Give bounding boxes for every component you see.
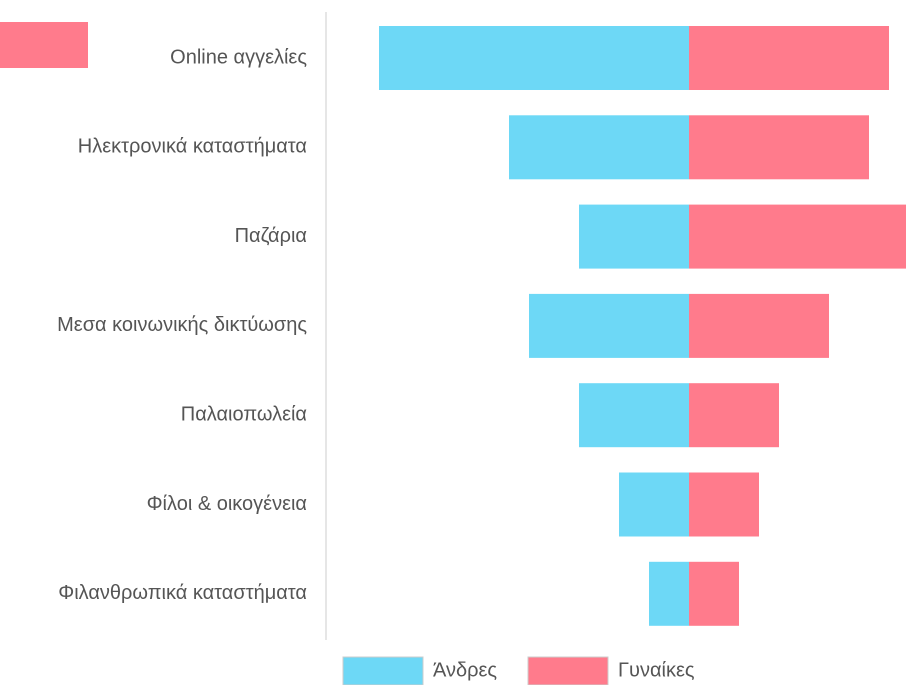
- bar: [689, 204, 906, 269]
- bar: [689, 26, 889, 90]
- category-label: Φιλανθρωπικά καταστήματα: [58, 582, 307, 604]
- bar: [689, 472, 759, 537]
- category-label: Φίλοι & οικογένεια: [147, 493, 307, 515]
- legend-swatch: [527, 656, 609, 685]
- category-label: Ηλεκτρονικά καταστήματα: [78, 136, 307, 158]
- bar: [579, 204, 689, 269]
- bar: [689, 115, 869, 180]
- bar: [689, 561, 739, 626]
- bar: [649, 561, 689, 626]
- legend-label: Άνδρες: [433, 659, 497, 681]
- bar: [379, 26, 689, 90]
- bar: [619, 472, 689, 537]
- bar: [689, 383, 779, 448]
- bar: [509, 115, 689, 180]
- legend-swatch: [342, 656, 424, 685]
- category-label: Μεσα κοινωνικής δικτύωσης: [57, 314, 307, 336]
- category-label: Online αγγελίες: [170, 46, 307, 68]
- legend-label: Γυναίκες: [618, 659, 695, 681]
- legend-fragment: [0, 22, 88, 68]
- category-label: Παλαιοπωλεία: [181, 403, 307, 425]
- bar: [689, 293, 829, 358]
- bar: [529, 293, 689, 358]
- bar: [579, 383, 689, 448]
- category-label: Παζάρια: [235, 225, 307, 247]
